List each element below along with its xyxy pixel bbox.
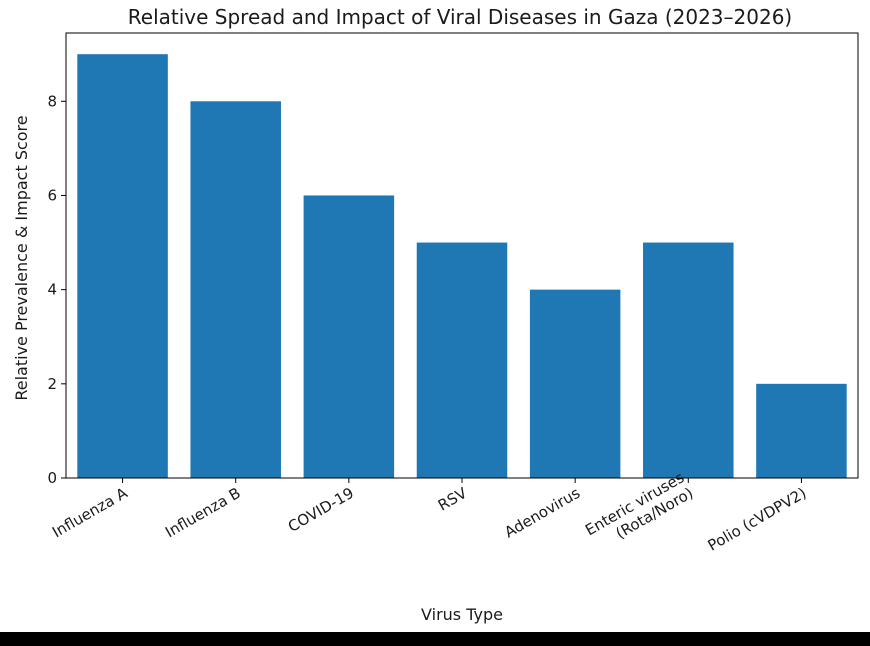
bottom-bar bbox=[0, 632, 870, 646]
bar bbox=[190, 101, 281, 478]
x-tick-label: COVID-19 bbox=[285, 484, 357, 536]
bar bbox=[303, 195, 395, 478]
y-axis-label: Relative Prevalence & Impact Score bbox=[12, 115, 31, 400]
chart-title: Relative Spread and Impact of Viral Dise… bbox=[128, 5, 792, 29]
x-tick-label: RSV bbox=[435, 484, 471, 515]
plot-frame bbox=[65, 32, 859, 479]
bar-chart: Relative Spread and Impact of Viral Dise… bbox=[12, 5, 859, 624]
y-tick-label: 4 bbox=[47, 281, 57, 299]
x-tick-label: Polio (cVDPV2) bbox=[705, 484, 810, 555]
x-axis-label: Virus Type bbox=[421, 605, 503, 624]
y-tick-label: 6 bbox=[47, 186, 57, 204]
bar bbox=[756, 383, 847, 478]
x-tick-label: Enteric viruses(Rota/Noro) bbox=[582, 468, 696, 555]
y-axis: 0 2 4 6 8 bbox=[47, 92, 66, 487]
bars-group bbox=[77, 54, 847, 478]
bar bbox=[643, 242, 734, 478]
y-tick-label: 8 bbox=[47, 92, 57, 110]
y-tick-label: 0 bbox=[47, 469, 57, 487]
bar bbox=[416, 242, 508, 478]
x-tick-label: Influenza B bbox=[162, 484, 244, 541]
x-axis: Influenza A Influenza B COVID-19 RSV Adenovi… bbox=[49, 468, 809, 555]
y-tick-label: 2 bbox=[47, 375, 57, 393]
bar bbox=[529, 289, 621, 478]
x-tick-label: Adenovirus bbox=[501, 484, 583, 542]
x-tick-label: Influenza A bbox=[49, 484, 131, 542]
bar bbox=[77, 54, 168, 478]
